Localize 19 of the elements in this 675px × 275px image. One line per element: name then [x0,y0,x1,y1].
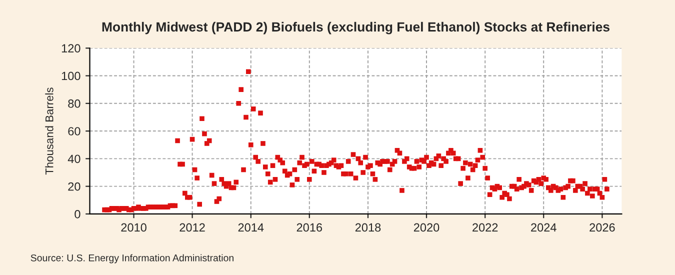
y-tick-label: 40 [68,154,80,164]
y-axis-title: Thousand Barrels [45,88,54,175]
y-tick-label: 100 [62,72,80,80]
x-tick-label: 2024 [531,223,556,232]
y-tick-label: 0 [74,210,80,218]
source-note: Source: U.S. Energy Information Administration [30,254,234,264]
x-tick-label: 2016 [296,223,322,232]
x-tick-label: 2012 [180,223,205,232]
x-tick-label: 2026 [590,223,615,232]
y-tick-label: 20 [68,182,80,191]
x-tick-label: 2022 [472,223,498,232]
y-tick-label: 120 [62,44,80,53]
x-tick-label: 2010 [121,223,146,232]
y-tick-label: 60 [68,127,80,136]
x-tick-label: 2018 [355,223,381,232]
y-tick-label: 80 [68,99,80,108]
x-tick-label: 2014 [238,223,264,232]
chart-title: Monthly Midwest (PADD 2) Biofuels (excluding Fuel Ethanol) Stocks at Refineries [102,22,610,34]
x-tick-label: 2020 [414,223,440,232]
